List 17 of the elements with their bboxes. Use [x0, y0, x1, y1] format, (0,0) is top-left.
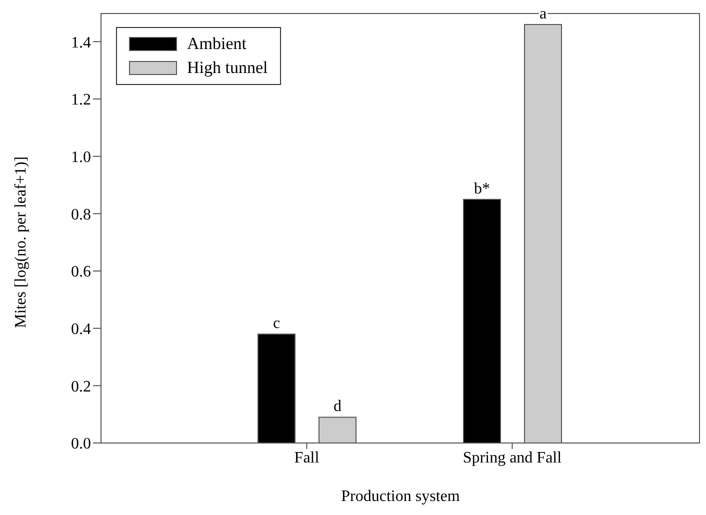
x-tick-label: Spring and Fall	[462, 449, 562, 466]
data-label: b*	[474, 180, 490, 198]
x-axis-title: Production system	[341, 488, 460, 505]
data-label: c	[272, 315, 280, 332]
x-tick-label: Fall	[294, 449, 320, 466]
y-tick-label: 1.0	[71, 149, 91, 166]
y-tick-label: 0.4	[71, 321, 91, 338]
y-tick-label: 1.2	[71, 92, 91, 109]
y-tick-label: 0.0	[71, 436, 91, 453]
y-axis-title: Mites [log(no. per leaf+1)]	[12, 156, 30, 328]
y-tick-label: 0.2	[71, 378, 91, 396]
legend-label: Ambient	[187, 34, 246, 54]
y-tick-label: 0.8	[71, 206, 91, 224]
data-label: d	[334, 398, 342, 416]
y-tick-label: 1.4	[71, 34, 91, 52]
y-tick-label: 0.6	[71, 264, 91, 281]
legend-label: High tunnel	[187, 58, 268, 78]
